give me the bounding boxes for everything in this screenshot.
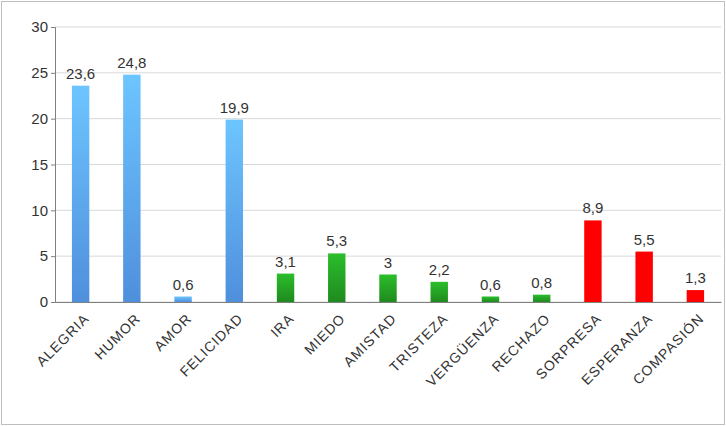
y-axis-line <box>51 28 56 303</box>
bar <box>72 86 89 302</box>
x-tick: FELICIDAD <box>177 302 246 380</box>
bar <box>379 275 396 303</box>
bar <box>123 75 140 302</box>
data-label: 0,6 <box>173 276 194 293</box>
data-label: 8,9 <box>582 199 603 216</box>
y-tick: 5 <box>40 247 55 264</box>
chart-frame <box>2 2 725 425</box>
y-tick-label: 20 <box>31 110 48 127</box>
x-tick: COMPASIÓN <box>630 302 707 388</box>
data-label: 0,8 <box>531 274 552 291</box>
grid-line <box>55 72 721 73</box>
y-tick: 20 <box>31 110 55 127</box>
grid-line <box>55 27 721 28</box>
y-tick-label: 5 <box>40 247 48 264</box>
y-tick-mark <box>51 27 55 28</box>
bars <box>72 75 704 302</box>
x-axis-line <box>56 302 722 303</box>
x-tick: AMOR <box>151 302 195 354</box>
bar <box>635 252 652 302</box>
y-tick-label: 10 <box>31 202 48 219</box>
grid-line <box>55 164 721 165</box>
x-tick: VERGÜENZA <box>422 302 502 390</box>
x-tick-label: FELICIDAD <box>177 310 246 379</box>
data-label: 5,5 <box>634 231 655 248</box>
x-tick-label: COMPASIÓN <box>630 310 707 387</box>
bar <box>584 220 601 302</box>
bar <box>226 120 243 302</box>
y-tick-mark <box>51 256 55 257</box>
y-tick-label: 0 <box>40 293 48 310</box>
bar <box>277 274 294 302</box>
x-tick-label: VERGÜENZA <box>422 310 502 390</box>
x-tick-label: AMOR <box>151 310 195 354</box>
x-tick: HUMOR <box>91 302 143 363</box>
data-label: 23,6 <box>66 65 95 82</box>
y-tick-mark <box>51 73 55 74</box>
y-tick-mark <box>51 165 55 166</box>
bar <box>533 295 550 302</box>
data-label: 3,1 <box>275 253 296 270</box>
y-tick-mark <box>51 210 55 211</box>
bar <box>174 297 191 303</box>
data-label: 2,2 <box>429 261 450 278</box>
bar <box>328 253 345 302</box>
x-tick: IRA <box>267 302 297 340</box>
data-label: 1,3 <box>685 269 706 286</box>
grid-line <box>55 210 721 211</box>
x-tick-label: IRA <box>267 310 297 340</box>
y-tick-mark <box>51 119 55 120</box>
y-tick-mark <box>51 302 55 303</box>
grid <box>55 27 721 302</box>
data-label: 5,3 <box>326 232 347 249</box>
x-tick-label: HUMOR <box>91 310 143 362</box>
y-tick: 15 <box>31 156 55 173</box>
bar <box>482 297 499 303</box>
x-tick-label: MIEDO <box>301 310 348 357</box>
data-label: 24,8 <box>117 54 146 71</box>
data-label: 19,9 <box>220 99 249 116</box>
y-tick-label: 15 <box>31 156 48 173</box>
x-axis: ALEGRIAHUMORAMORFELICIDADIRAMIEDOAMISTAD… <box>33 302 721 390</box>
y-tick: 10 <box>31 202 55 219</box>
y-tick: 0 <box>40 293 55 310</box>
bar <box>431 282 448 302</box>
y-tick-label: 30 <box>31 18 48 35</box>
x-tick: ALEGRIA <box>33 302 92 369</box>
bar <box>687 290 704 302</box>
x-tick-label: ALEGRIA <box>33 310 92 369</box>
y-axis: 0 5 10 15 20 25 30 <box>31 18 55 310</box>
chart: 0 5 10 15 20 25 30 ALEGRIAHUMORAMORFELICIDAD IRA… <box>0 0 726 426</box>
y-tick: 30 <box>31 18 55 35</box>
data-labels: 23,6 24,8 0,6 19,9 3,1 5,3 3 2,2 0,6 0,8 8,9 5,5 1,3 <box>66 54 706 293</box>
plot: 0 5 10 15 20 25 30 ALEGRIAHUMORAMORFELICIDAD IRA… <box>31 18 721 389</box>
data-label: 3 <box>384 254 392 271</box>
x-tick: MIEDO <box>301 302 348 358</box>
y-tick: 25 <box>31 64 55 81</box>
grid-line <box>55 118 721 119</box>
y-tick-label: 25 <box>31 64 48 81</box>
data-label: 0,6 <box>480 276 501 293</box>
